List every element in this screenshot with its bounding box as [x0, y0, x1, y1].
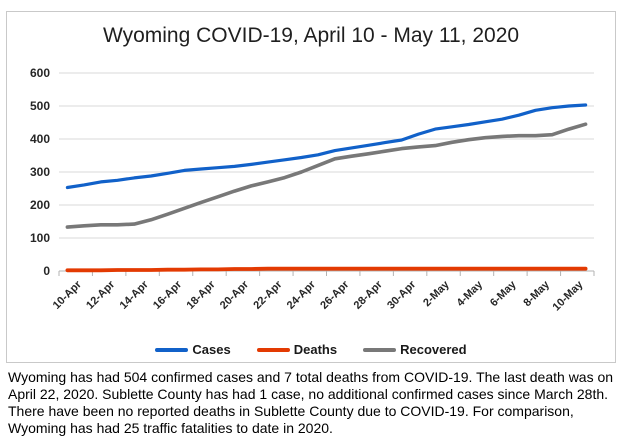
- caption-line: Wyoming has had 25 traffic fatalities to…: [8, 420, 333, 436]
- x-tick-label: 14-Apr: [118, 278, 152, 312]
- y-tick-label: 300: [30, 165, 50, 179]
- caption-line: There have been no reported deaths in Su…: [8, 403, 574, 419]
- y-tick-label: 200: [30, 198, 50, 212]
- y-tick-label: 500: [30, 99, 50, 113]
- series-line-recovered: [65, 122, 588, 229]
- caption-line: Wyoming has had 504 confirmed cases and …: [8, 369, 614, 385]
- y-tick-label: 0: [43, 264, 50, 278]
- legend-label: Recovered: [400, 342, 467, 357]
- line-chart-plot: 0 100 200 300 400 500 600 10-Apr 12-Apr 14-Apr 16-…: [30, 66, 595, 313]
- x-tick-label: 24-Apr: [285, 278, 319, 312]
- chart: 0 100 200 300 400 500 600 10-Apr 12-Apr 14-Apr 16-…: [6, 11, 616, 363]
- series-line-cases: [65, 103, 588, 190]
- legend-marker-deaths: [256, 347, 290, 352]
- series-line-deaths: [65, 266, 588, 273]
- x-tick-label: 8-May: [521, 278, 552, 309]
- chart-legend: Cases Deaths Recovered: [7, 342, 615, 357]
- y-tick-label: 400: [30, 132, 50, 146]
- x-tick-label: 30-Apr: [385, 278, 419, 312]
- y-tick-label: 600: [30, 66, 50, 80]
- caption-text: Wyoming has had 504 confirmed cases and …: [8, 369, 620, 437]
- x-tick-label: 10-Apr: [51, 278, 85, 312]
- x-tick-label: 26-Apr: [318, 278, 352, 312]
- x-tick-label: 16-Apr: [151, 278, 185, 312]
- x-tick-label: 6-May: [488, 278, 519, 309]
- x-tick-label: 22-Apr: [251, 278, 285, 312]
- legend-marker-cases: [155, 347, 189, 352]
- x-tick-label: 18-Apr: [184, 278, 218, 312]
- x-tick-label: 10-May: [551, 278, 586, 313]
- legend-item-recovered: Recovered: [363, 342, 467, 357]
- x-tick-label: 2-May: [421, 278, 452, 309]
- legend-item-deaths: Deaths: [256, 342, 338, 357]
- chart-title: Wyoming COVID-19, April 10 - May 11, 202…: [102, 24, 520, 47]
- x-tick-label: 28-Apr: [352, 278, 386, 312]
- caption-line: April 22, 2020. Sublette County has had …: [8, 386, 609, 402]
- x-tick-label: 20-Apr: [218, 278, 252, 312]
- legend-item-cases: Cases: [155, 342, 231, 357]
- legend-marker-recovered: [363, 347, 397, 352]
- x-tick-label: 12-Apr: [84, 278, 118, 312]
- legend-label: Deaths: [293, 342, 338, 357]
- x-tick-label: 4-May: [455, 278, 486, 309]
- legend-label: Cases: [192, 342, 231, 357]
- y-tick-label: 100: [30, 231, 50, 245]
